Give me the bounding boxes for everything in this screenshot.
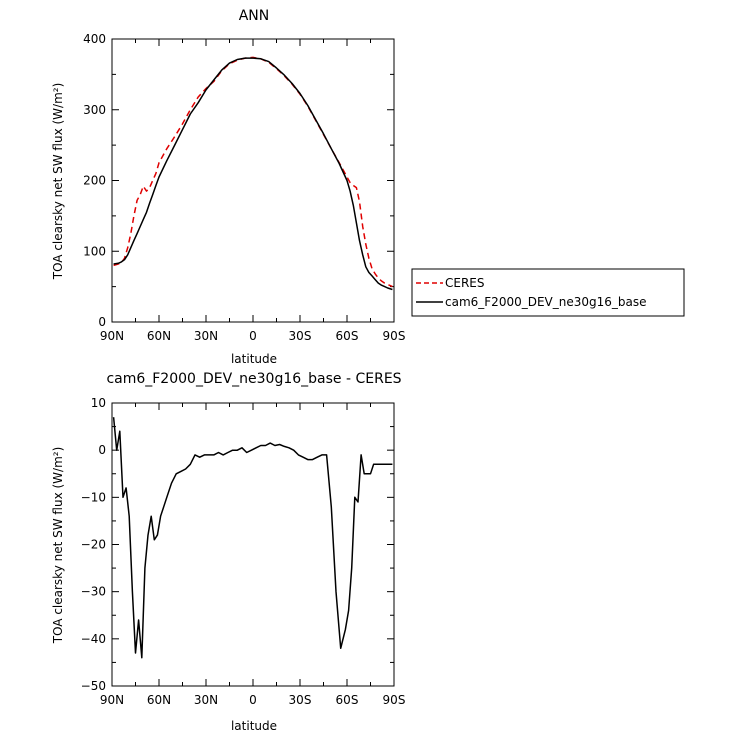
top-panel: ANN latitude TOA clearsky net SW flux (W…	[51, 8, 685, 366]
bottom-panel-series-line-0	[112, 417, 393, 659]
top-panel-plot-area: 90N 60N 30N 0 30S 60S 90S 0 100 200 300 400	[83, 32, 405, 343]
top-panel-x-axis-label: latitude	[231, 352, 277, 366]
top-panel-axes-frame	[111, 38, 395, 323]
legend-box	[411, 268, 685, 317]
top-panel-y-tick-label: 100	[83, 244, 106, 258]
top-panel-title: ANN	[239, 8, 270, 24]
bottom-panel-plot-area: 90N 60N 30N 0 30S 60S 90S 10 0 −10 −20 −30 −40 −50	[81, 396, 406, 707]
top-panel-y-axis-label: TOA clearsky net SW flux (W/m²)	[51, 83, 65, 281]
bottom-panel-x-tick-label: 90S	[383, 693, 406, 707]
top-panel-x-tick-label: 30N	[194, 329, 218, 343]
top-panel-x-tick-label: 60S	[336, 329, 359, 343]
top-panel-x-tick-label: 60N	[147, 329, 171, 343]
bottom-panel-axes-frame	[111, 402, 395, 687]
top-panel-y-tick-label: 0	[98, 315, 106, 329]
bottom-panel-x-tick-label: 30N	[194, 693, 218, 707]
bottom-panel-y-tick-label: −20	[81, 538, 106, 552]
bottom-panel-y-tick-label: −50	[81, 679, 106, 693]
top-panel-x-tick-label: 0	[249, 329, 257, 343]
top-panel-x-tick-label: 30S	[289, 329, 312, 343]
legend-label-ceres: CERES	[445, 276, 485, 290]
top-panel-series-line-0	[113, 56, 393, 288]
bottom-panel-title: cam6_F2000_DEV_ne30g16_base - CERES	[106, 371, 401, 387]
top-panel-y-tick-label: 300	[83, 103, 106, 117]
top-panel-x-tick-label: 90N	[100, 329, 124, 343]
top-panel-x-tick-label: 90S	[383, 329, 406, 343]
bottom-panel-y-axis-label: TOA clearsky net SW flux (W/m²)	[51, 447, 65, 645]
top-panel-y-tick-label: 400	[83, 32, 106, 46]
bottom-panel-x-tick-label: 60N	[147, 693, 171, 707]
top-panel-legend: CERES cam6_F2000_DEV_ne30g16_base	[411, 268, 685, 317]
bottom-panel-y-tick-label: −30	[81, 585, 106, 599]
bottom-panel-x-axis-label: latitude	[231, 719, 277, 733]
bottom-panel-y-tick-label: −10	[81, 490, 106, 504]
bottom-panel-x-tick-label: 0	[249, 693, 257, 707]
bottom-panel-x-tick-label: 90N	[100, 693, 124, 707]
bottom-panel-x-tick-label: 30S	[289, 693, 312, 707]
bottom-panel-y-tick-label: 10	[91, 396, 106, 410]
bottom-panel-y-tick-label: −40	[81, 632, 106, 646]
top-panel-series-line-1	[113, 57, 393, 291]
legend-label-model: cam6_F2000_DEV_ne30g16_base	[445, 295, 647, 309]
top-panel-y-tick-label: 200	[83, 174, 106, 188]
bottom-panel: cam6_F2000_DEV_ne30g16_base - CERES lati…	[51, 371, 405, 733]
bottom-panel-y-tick-label: 0	[98, 443, 106, 457]
bottom-panel-x-tick-label: 60S	[336, 693, 359, 707]
